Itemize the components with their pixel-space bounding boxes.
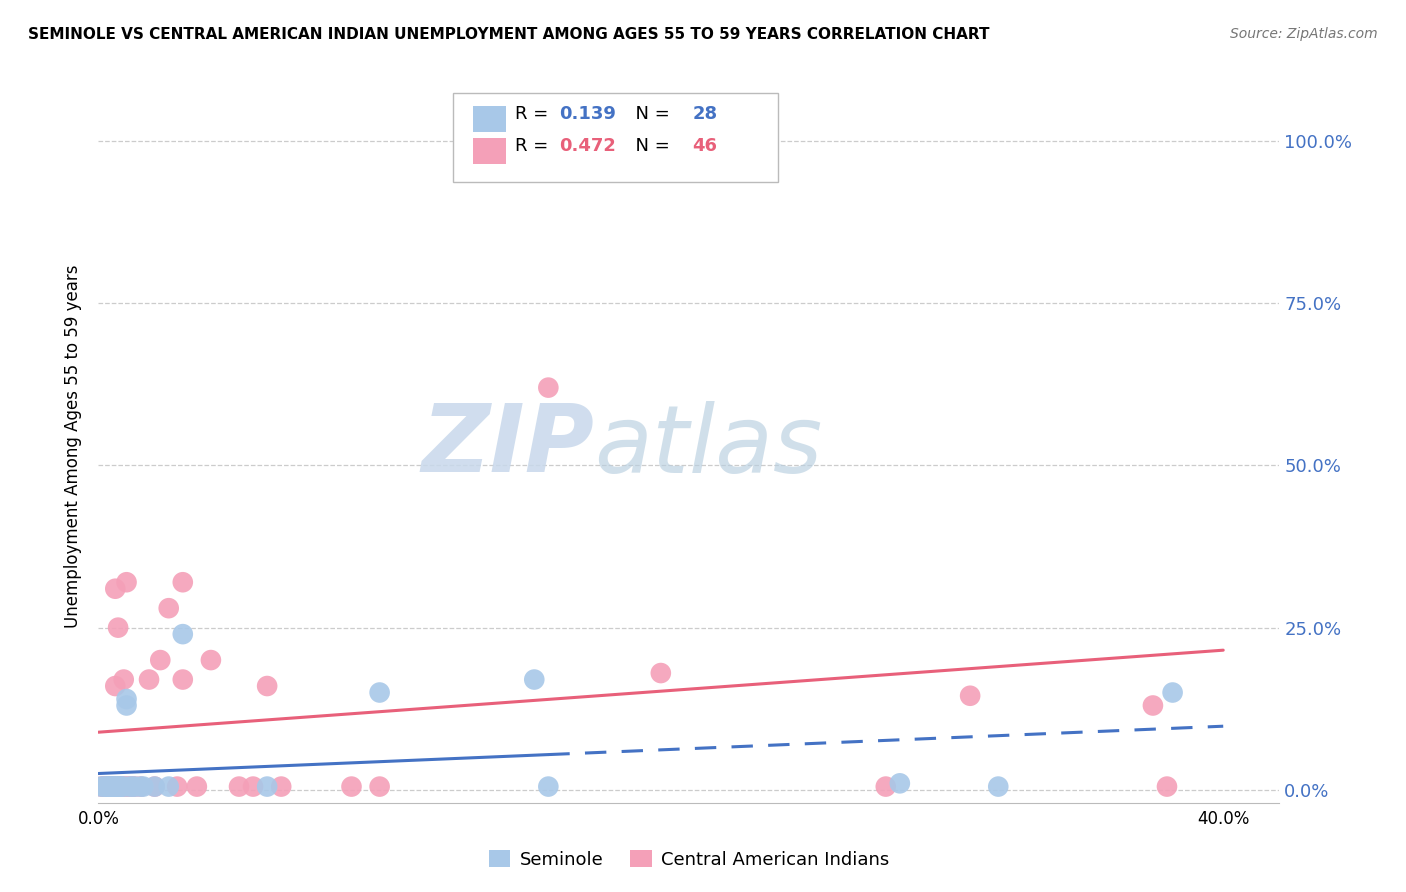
Point [149, 653, 172, 667]
Text: N =: N = [624, 137, 675, 155]
Point [186, 780, 208, 794]
Point [98, 780, 121, 794]
Point [537, 780, 560, 794]
Point [523, 673, 546, 687]
Point [143, 780, 166, 794]
Point [537, 381, 560, 395]
FancyBboxPatch shape [472, 138, 506, 164]
Text: atlas: atlas [595, 401, 823, 491]
Point [96, 780, 118, 794]
Point [115, 698, 138, 713]
Point [132, 780, 155, 794]
Point [453, 134, 475, 148]
Text: SEMINOLE VS CENTRAL AMERICAN INDIAN UNEMPLOYMENT AMONG AGES 55 TO 59 YEARS CORRE: SEMINOLE VS CENTRAL AMERICAN INDIAN UNEM… [28, 27, 990, 42]
Point [1161, 685, 1184, 699]
Point [118, 780, 141, 794]
Text: 0.139: 0.139 [560, 105, 616, 123]
Point [368, 780, 391, 794]
Point [104, 582, 127, 596]
Point [340, 780, 363, 794]
Point [98, 780, 121, 794]
Point [96, 780, 118, 794]
Point [889, 776, 911, 790]
Point [129, 780, 152, 794]
Point [124, 780, 146, 794]
Point [90, 780, 112, 794]
Point [110, 780, 132, 794]
Point [172, 575, 194, 590]
Point [242, 780, 264, 794]
Text: 28: 28 [693, 105, 717, 123]
Point [256, 780, 278, 794]
Point [138, 673, 160, 687]
Point [110, 780, 132, 794]
Point [98, 780, 121, 794]
Point [98, 780, 121, 794]
FancyBboxPatch shape [453, 93, 778, 182]
Point [200, 653, 222, 667]
Point [157, 780, 180, 794]
Point [143, 780, 166, 794]
Point [104, 780, 127, 794]
Point [115, 692, 138, 706]
Point [96, 780, 118, 794]
Point [101, 780, 124, 794]
Point [118, 780, 141, 794]
Point [228, 780, 250, 794]
Point [101, 780, 124, 794]
Legend: Seminole, Central American Indians: Seminole, Central American Indians [481, 843, 897, 876]
Point [256, 679, 278, 693]
Point [107, 621, 129, 635]
Point [104, 679, 127, 693]
Point [115, 780, 138, 794]
Point [93, 780, 115, 794]
Point [112, 780, 135, 794]
Point [101, 780, 124, 794]
Point [121, 780, 143, 794]
Point [115, 575, 138, 590]
Point [110, 780, 132, 794]
Point [368, 685, 391, 699]
Point [107, 780, 129, 794]
Point [172, 673, 194, 687]
Point [270, 780, 292, 794]
Text: 46: 46 [693, 137, 717, 155]
Point [166, 780, 188, 794]
Point [875, 780, 897, 794]
Point [93, 780, 115, 794]
Point [650, 666, 672, 681]
Point [172, 627, 194, 641]
Point [129, 780, 152, 794]
Point [110, 780, 132, 794]
Point [1156, 780, 1178, 794]
Point [157, 601, 180, 615]
Point [1142, 698, 1164, 713]
Point [104, 780, 127, 794]
Point [93, 780, 115, 794]
Text: R =: R = [516, 105, 554, 123]
Point [987, 780, 1010, 794]
Point [112, 673, 135, 687]
Point [90, 780, 112, 794]
FancyBboxPatch shape [472, 106, 506, 132]
Y-axis label: Unemployment Among Ages 55 to 59 years: Unemployment Among Ages 55 to 59 years [65, 264, 83, 628]
Point [96, 780, 118, 794]
Text: 0.472: 0.472 [560, 137, 616, 155]
Text: R =: R = [516, 137, 554, 155]
Text: N =: N = [624, 105, 675, 123]
Point [112, 780, 135, 794]
Point [107, 780, 129, 794]
Point [104, 780, 127, 794]
Text: ZIP: ZIP [422, 400, 595, 492]
Point [121, 780, 143, 794]
Point [107, 780, 129, 794]
Point [959, 689, 981, 703]
Text: Source: ZipAtlas.com: Source: ZipAtlas.com [1230, 27, 1378, 41]
Point [101, 780, 124, 794]
Point [124, 780, 146, 794]
